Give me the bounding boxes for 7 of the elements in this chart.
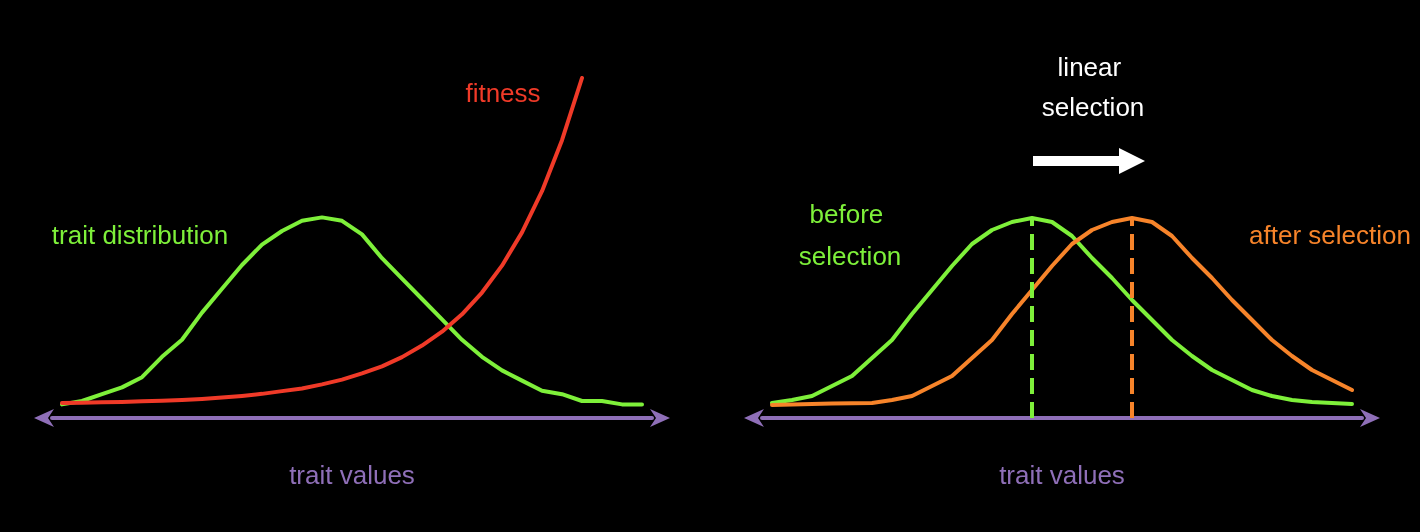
x-axis-title: trait values xyxy=(999,460,1125,490)
series-label: fitness xyxy=(465,78,541,108)
series-label: after selection xyxy=(1249,220,1411,250)
x-axis-title: trait values xyxy=(289,460,415,490)
series-label: before selection xyxy=(798,199,902,271)
chart-title: linear selection xyxy=(1041,52,1145,122)
series-label: trait distribution xyxy=(51,220,229,250)
